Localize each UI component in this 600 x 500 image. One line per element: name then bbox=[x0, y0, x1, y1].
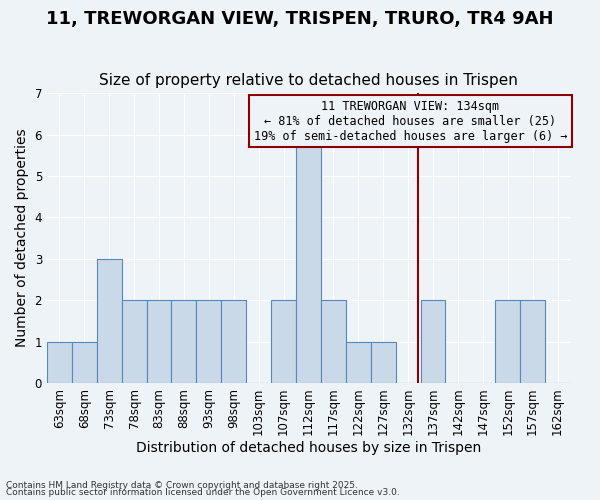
Text: Contains public sector information licensed under the Open Government Licence v3: Contains public sector information licen… bbox=[6, 488, 400, 497]
Bar bbox=[196, 300, 221, 383]
Bar bbox=[122, 300, 146, 383]
Bar bbox=[421, 300, 445, 383]
Bar bbox=[172, 300, 196, 383]
Text: Contains HM Land Registry data © Crown copyright and database right 2025.: Contains HM Land Registry data © Crown c… bbox=[6, 480, 358, 490]
Bar bbox=[146, 300, 172, 383]
Bar bbox=[495, 300, 520, 383]
Title: Size of property relative to detached houses in Trispen: Size of property relative to detached ho… bbox=[99, 73, 518, 88]
Bar bbox=[371, 342, 395, 383]
Bar bbox=[221, 300, 246, 383]
Bar bbox=[97, 259, 122, 383]
Bar bbox=[296, 134, 321, 383]
Y-axis label: Number of detached properties: Number of detached properties bbox=[15, 129, 29, 348]
Bar bbox=[520, 300, 545, 383]
Bar bbox=[47, 342, 72, 383]
X-axis label: Distribution of detached houses by size in Trispen: Distribution of detached houses by size … bbox=[136, 441, 481, 455]
Text: 11, TREWORGAN VIEW, TRISPEN, TRURO, TR4 9AH: 11, TREWORGAN VIEW, TRISPEN, TRURO, TR4 … bbox=[46, 10, 554, 28]
Bar bbox=[72, 342, 97, 383]
Bar bbox=[321, 300, 346, 383]
Bar bbox=[346, 342, 371, 383]
Bar bbox=[271, 300, 296, 383]
Text: 11 TREWORGAN VIEW: 134sqm
← 81% of detached houses are smaller (25)
19% of semi-: 11 TREWORGAN VIEW: 134sqm ← 81% of detac… bbox=[254, 100, 568, 142]
